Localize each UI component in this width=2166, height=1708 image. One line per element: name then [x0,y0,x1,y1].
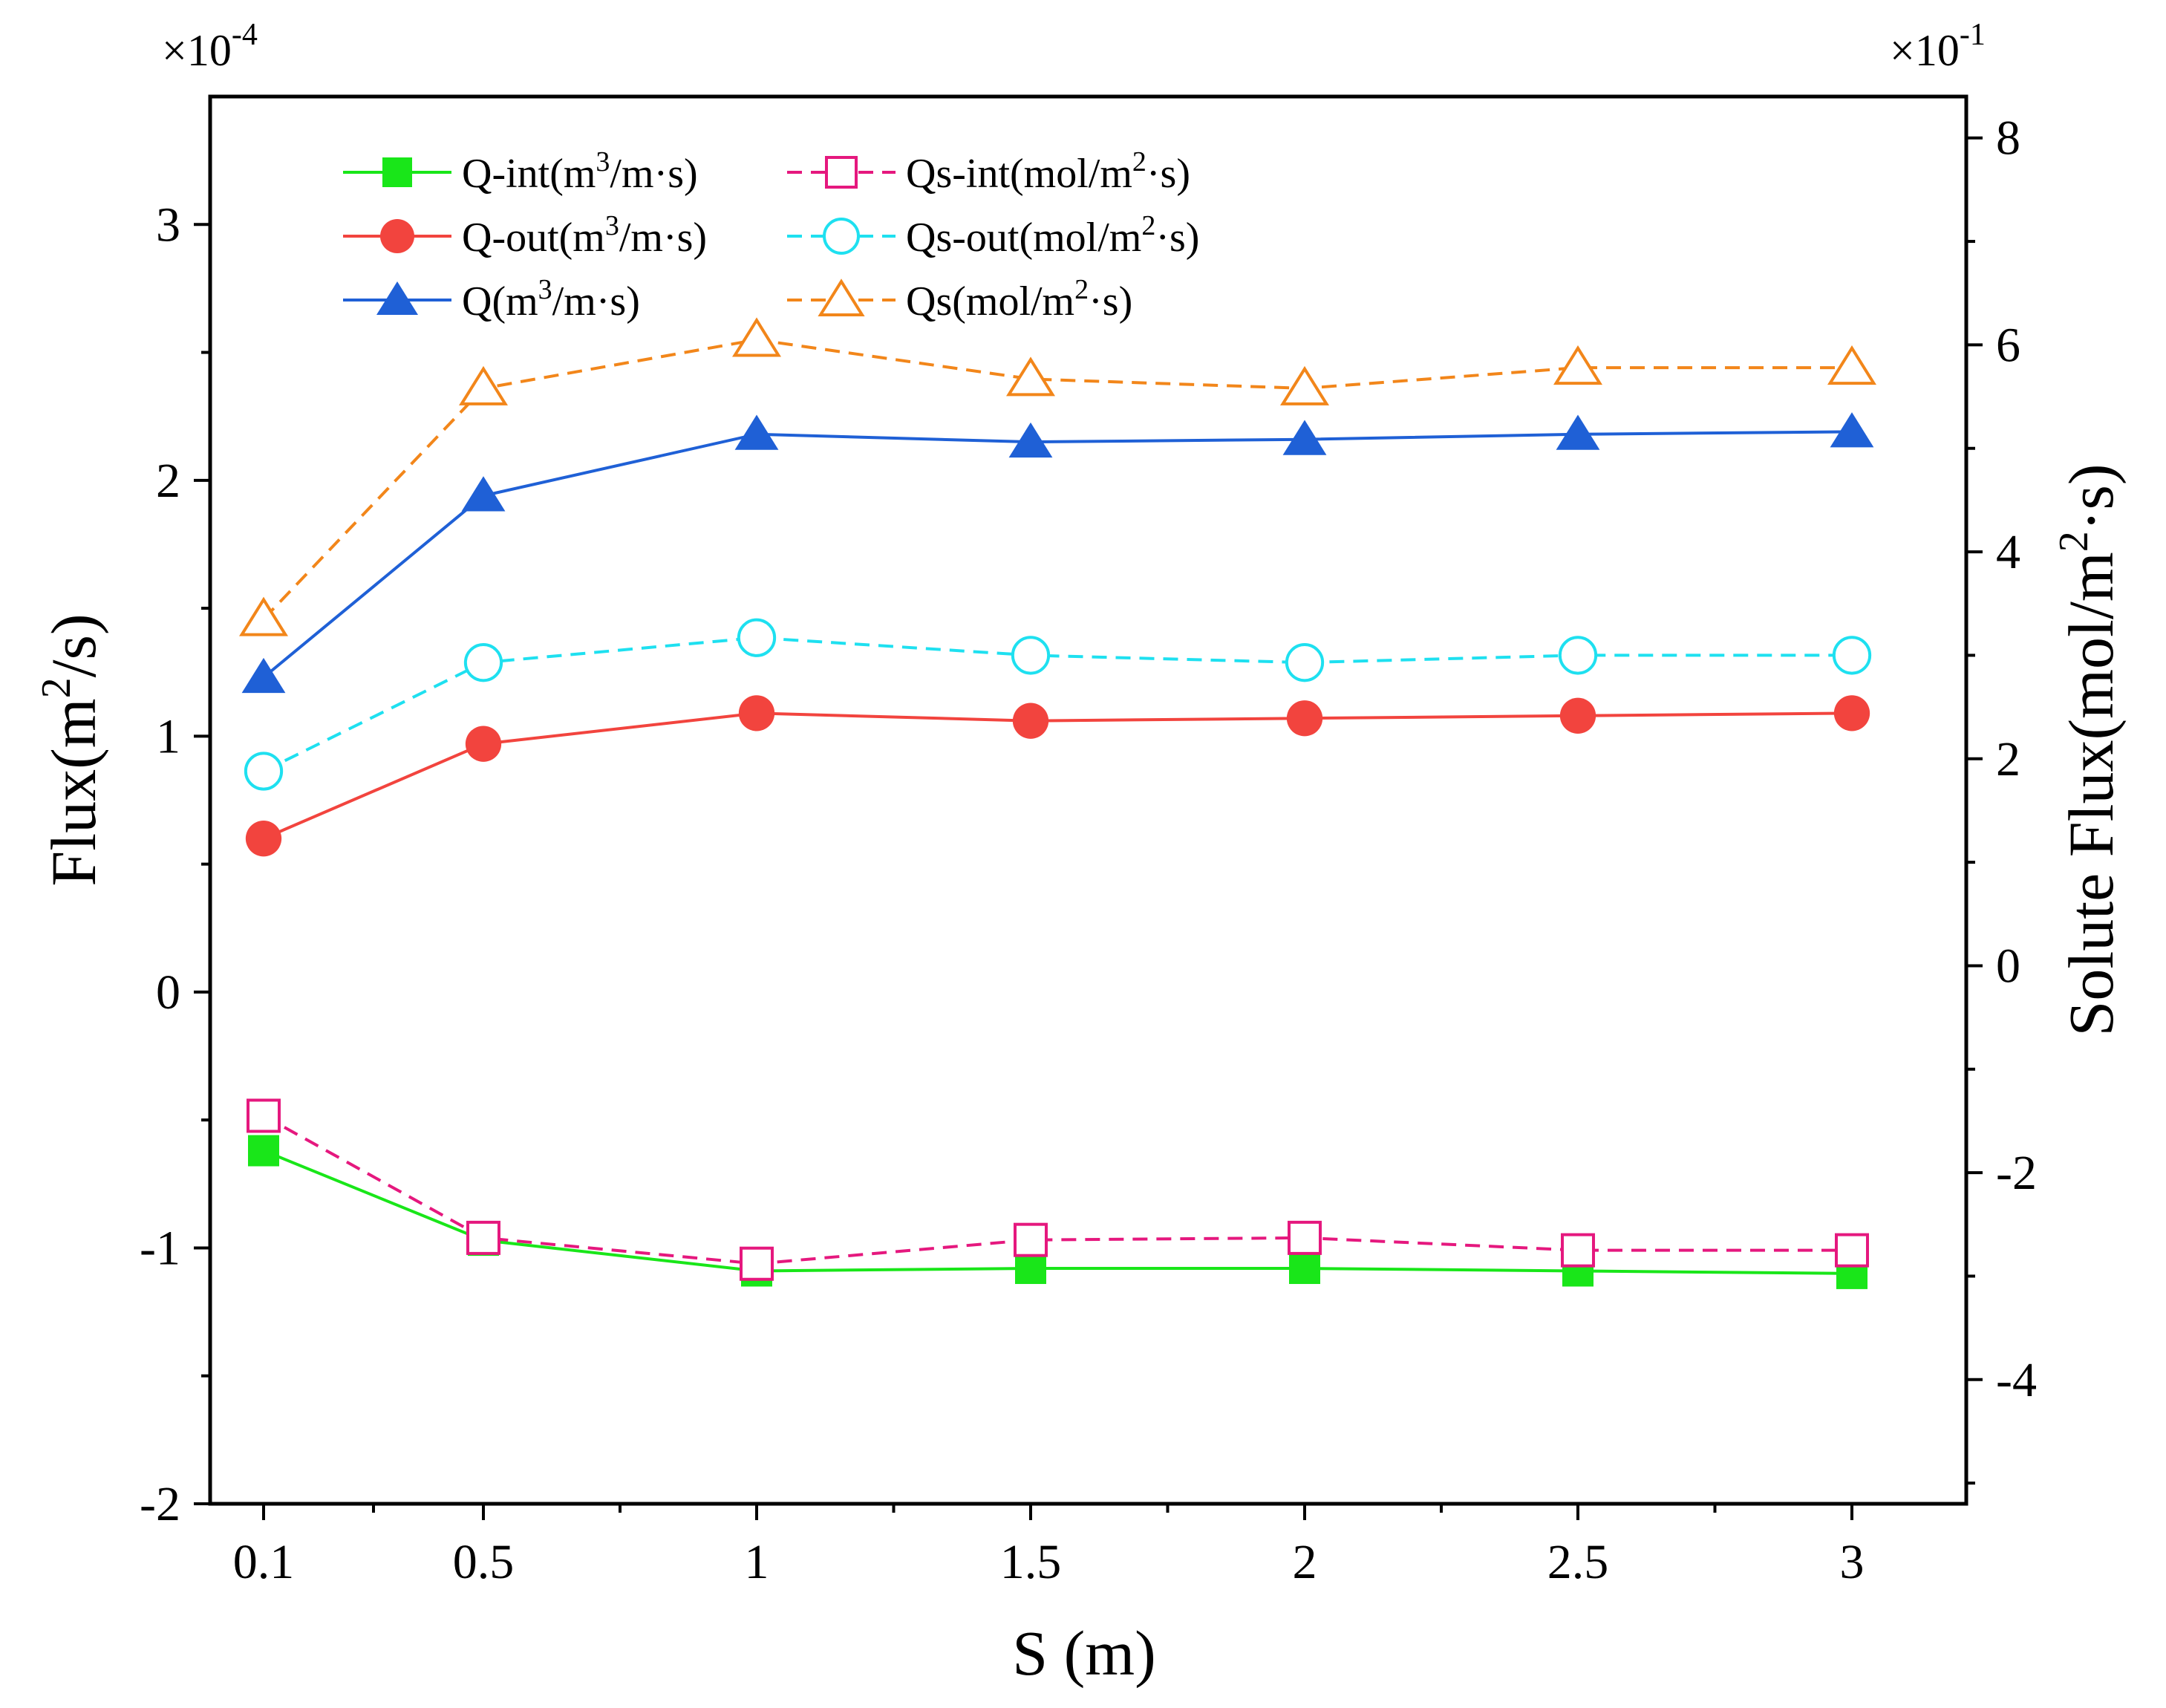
left-tick-label: 2 [156,454,180,508]
data-point-q-out [1286,700,1323,737]
legend-label-q: Q(m3/m·s) [462,274,640,325]
data-point-q-out [1833,695,1870,731]
data-point-q [241,657,286,694]
series-line-q-out [263,711,1853,841]
legend-marker-q [376,281,418,315]
legend-marker-qs [818,278,865,316]
x-tick-label: 0.1 [233,1535,295,1589]
series-q [241,412,1874,694]
data-point-qs [731,317,782,357]
data-point-qs [1279,365,1330,405]
data-point-q-out [1559,697,1596,734]
data-point-qs [1827,345,1876,385]
left-tick-label: 1 [156,709,180,763]
series-qs-int [247,1098,1869,1281]
data-point-qs-out [463,643,503,682]
data-point-q [1830,412,1874,448]
legend: Q-int(m3/m·s) Q-out(m3/m·s) Q(m3/m·s) Qs-in… [343,146,1199,325]
plot-frame [208,94,1968,1506]
data-point-q [1282,420,1327,455]
plot-border [208,94,1968,1506]
data-point-qs-int [1835,1233,1869,1268]
series-qs [239,317,1876,636]
x-tick-label: 1.5 [1000,1535,1062,1589]
left-axis: 3 2 1 0 -1 -2 [140,198,210,1531]
data-point-qs-out [244,752,284,791]
data-point-q [461,476,506,512]
data-point-qs-int [247,1098,281,1133]
legend-marker-q-int [382,157,412,187]
data-point-qs [458,365,509,405]
series-line-q [262,430,1853,679]
legend-item-q: Q(m3/m·s) [343,274,640,325]
x-tick-label: 2.5 [1547,1535,1609,1589]
legend-label-qs-out: Qs-out(mol/m2·s) [906,210,1199,261]
data-point-qs-int [1561,1233,1595,1268]
right-tick-label: 4 [1996,525,2020,579]
right-tick-label: 8 [1996,111,2020,166]
legend-item-q-int: Q-int(m3/m·s) [343,146,698,197]
x-tick-label: 2 [1293,1535,1317,1589]
x-tick-label: 1 [745,1535,769,1589]
left-tick-label: 3 [156,198,180,252]
legend-item-q-out: Q-out(m3/m·s) [343,210,707,261]
data-point-q-int [248,1135,279,1167]
legend-marker-qs-out [823,218,860,255]
left-tick-label: -2 [140,1477,180,1531]
y-axis-title-right: Solute Flux(mol/m2·s) [2051,464,2127,1037]
left-axis-multiplier: ×10-4 [162,18,258,75]
x-axis: 0.1 0.5 1 1.5 2 2.5 3 [233,1504,1865,1589]
legend-marker-qs-int [825,156,858,189]
series-qs-out [244,618,1872,791]
data-point-q [1008,422,1053,458]
legend-marker-q-out [380,219,414,253]
data-point-qs [1553,345,1602,385]
data-point-qs-out [737,618,777,657]
series-q-out [245,695,1870,857]
series-layer [239,317,1876,1289]
legend-label-q-int: Q-int(m3/m·s) [462,146,698,197]
series-q-int [248,1135,1867,1289]
data-point-qs-int [466,1220,500,1255]
series-line-qs [262,338,1852,621]
legend-item-qs: Qs(mol/m2·s) [787,274,1132,325]
right-tick-label: 6 [1996,318,2020,372]
legend-label-qs-int: Qs-int(mol/m2·s) [906,146,1190,197]
right-tick-label: -2 [1996,1146,2037,1200]
data-point-qs-out [1011,636,1051,675]
left-tick-label: 0 [156,965,180,1020]
data-point-q-out [1012,703,1049,739]
data-point-qs-int [740,1246,774,1281]
data-point-q-out [738,695,775,731]
right-axis-multiplier: ×10-1 [1890,18,1986,75]
data-point-q [734,414,779,450]
data-point-q-out [465,726,502,762]
right-tick-label: 2 [1996,732,2020,786]
data-point-qs-out [1832,636,1872,675]
legend-label-qs: Qs(mol/m2·s) [906,274,1132,325]
series-line-q-int [263,1149,1853,1275]
right-axis: 8 6 4 2 0 -2 -4 [1966,111,2037,1485]
data-point-q [1556,414,1600,450]
data-point-q-int [1289,1253,1320,1285]
legend-label-q-out: Q-out(m3/m·s) [462,210,707,261]
data-point-qs-out [1285,643,1325,682]
data-point-qs-int [1288,1220,1322,1255]
x-axis-title: S (m) [1012,1617,1156,1689]
data-point-q-int [1015,1253,1046,1285]
y-axis-title-left: Flux(m2/s) [33,613,109,886]
right-tick-label: -4 [1996,1353,2037,1407]
x-tick-label: 3 [1840,1535,1865,1589]
x-tick-label: 0.5 [453,1535,515,1589]
legend-item-qs-out: Qs-out(mol/m2·s) [787,210,1199,261]
left-tick-label: -1 [140,1221,180,1275]
legend-item-qs-int: Qs-int(mol/m2·s) [787,146,1190,197]
data-point-qs-out [1558,636,1598,675]
data-point-qs [1005,356,1056,397]
right-tick-label: 0 [1996,939,2020,993]
data-point-qs [239,596,288,636]
data-point-q-out [245,821,282,857]
data-point-qs-int [1014,1222,1048,1257]
